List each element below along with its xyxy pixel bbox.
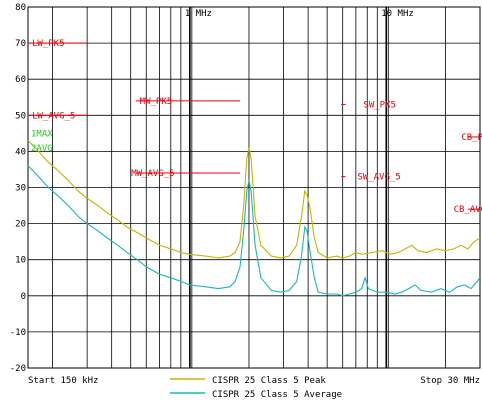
x-tick-labels: 1 MHz 10 MHz: [185, 9, 414, 19]
x-tick-label: 1 MHz: [185, 9, 212, 19]
y-tick-label: 50: [15, 111, 26, 121]
limit-label: LW_AVG_5: [32, 111, 75, 121]
limit-label: MW_AVG_5: [131, 169, 174, 179]
series-line-average: [27, 165, 481, 297]
y-tick-label: 40: [15, 147, 26, 157]
limit-label: CB_AVG_5: [454, 205, 482, 215]
legend: CISPR 25 Class 5 Peak CISPR 25 Class 5 A…: [170, 376, 342, 400]
limit-lines: LW_PK5 LW_AVG_5 MW_PK5 MW_AVG_5 SW_PK5 SW_AVG…: [28, 39, 482, 215]
y-tick-label: 0: [21, 292, 26, 302]
y-tick-label: 80: [15, 3, 26, 13]
y-tick-label: 70: [15, 39, 26, 49]
y-tick-label: -10: [10, 328, 26, 338]
trace-markers: 1MAX 2AVG: [31, 129, 53, 153]
limit-label: CB_PK5: [461, 133, 482, 143]
legend-label-peak: CISPR 25 Class 5 Peak: [212, 376, 326, 386]
stop-frequency-label: Stop 30 MHz: [420, 376, 480, 386]
limit-label: SW_AVG_5: [357, 173, 400, 183]
y-tick-labels: 80 70 60 50 40 30 20 10 0 -10 -20: [10, 3, 26, 374]
y-tick-label: 20: [15, 220, 26, 230]
grid-layer: [27, 6, 481, 369]
series-line-peak: [27, 140, 481, 259]
limit-label: SW_PK5: [363, 100, 396, 110]
limit-label: LW_PK5: [32, 39, 65, 49]
y-tick-label: 10: [15, 256, 26, 266]
legend-label-average: CISPR 25 Class 5 Average: [212, 390, 342, 400]
series-lines: [27, 140, 481, 297]
y-tick-label: -20: [10, 364, 26, 374]
y-tick-label: 30: [15, 184, 26, 194]
start-frequency-label: Start 150 kHz: [28, 376, 98, 386]
trace-marker-label: 2AVG: [31, 144, 53, 154]
y-tick-label: 60: [15, 75, 26, 85]
limit-label: MW_PK5: [140, 97, 173, 107]
x-tick-label: 10 MHz: [381, 9, 414, 19]
trace-marker-label: 1MAX: [31, 129, 53, 139]
